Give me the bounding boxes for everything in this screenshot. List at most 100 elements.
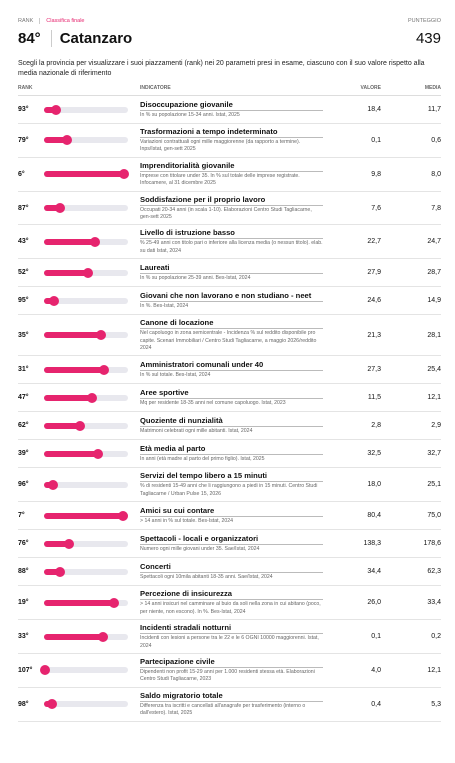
media: 62,3 <box>427 568 441 576</box>
rank-track <box>44 267 128 278</box>
indicator-note: Imprese con titolare under 35. In % sul … <box>140 172 300 187</box>
table-row: 35° Canone di locazione Nel capoluogo in z… <box>18 315 441 357</box>
value: 9,8 <box>371 170 381 178</box>
rank-dot <box>54 566 65 577</box>
col-header: VALORE <box>360 85 381 91</box>
indicator-note: % 25-49 anni con titolo pari o inferiore… <box>140 240 323 254</box>
rank-bar-cell <box>44 295 140 306</box>
rank-dot <box>61 135 72 146</box>
table-row: 95° Giovani che non lavorano e non studia… <box>18 287 441 316</box>
rank-dot <box>64 538 75 549</box>
rank-bar-cell <box>44 631 140 642</box>
rank-bar <box>44 238 96 245</box>
indicator: Concerti Spettacoli ogni 10mila abitanti … <box>140 562 333 581</box>
rank: 31° <box>18 366 29 374</box>
indicator-title: Spettacoli - locali e organizzatori <box>140 534 323 546</box>
rank-track <box>44 566 128 577</box>
rank: 19° <box>18 599 29 607</box>
rank-track <box>39 665 128 676</box>
media: 11,7 <box>427 106 441 113</box>
table-body: 93° Disoccupazione giovanile In % su popol… <box>18 96 441 722</box>
media: 5,3 <box>431 700 441 708</box>
media: 14,9 <box>427 297 441 305</box>
rank-bar-cell <box>44 566 140 577</box>
table-row: 43° Livello di istruzione basso% 25-49 an… <box>18 225 441 260</box>
indicator: Servizi del tempo libero a 15 minuti% di… <box>140 471 333 498</box>
indicator-note: Incidenti con lesioni a persone tra le 2… <box>140 635 319 649</box>
rank-track <box>44 448 128 459</box>
media: 12,1 <box>427 666 441 674</box>
rank-bar <box>44 106 56 113</box>
media: 28,1 <box>427 331 441 339</box>
indicator-note: Occupati 20-34 anni (in scala 1-10). Ela… <box>140 206 312 221</box>
indicator-title: Trasformazioni a tempo indeterminato <box>140 127 323 138</box>
value: 18,4 <box>367 106 381 113</box>
rank-track <box>44 203 128 214</box>
table-row: 93° Disoccupazione giovanile In % su popol… <box>18 96 441 124</box>
rank: 88° <box>18 568 29 576</box>
overall-rank: 84° <box>18 30 41 47</box>
indicator: Livello di istruzione basso% 25-49 anni … <box>140 228 333 255</box>
score: 439 <box>415 30 441 47</box>
rank-bar-cell <box>44 267 140 278</box>
media: 75,0 <box>427 512 441 520</box>
rank-bar-cell <box>44 420 140 431</box>
rank-track <box>44 538 128 549</box>
indicator: Disoccupazione giovanile In % su popolazi… <box>140 100 333 119</box>
rank-bar <box>44 332 102 339</box>
indicator-note: > 14 anni in % sul totale. Bes-Istat, 20… <box>140 518 234 525</box>
rank: 47° <box>18 394 29 402</box>
indicator-title: Disoccupazione giovanile <box>140 100 323 111</box>
table-row: 76° Spettacoli - locali e organizzatori Nu… <box>18 530 441 559</box>
rank-bar-cell <box>44 538 140 549</box>
table-row: 79° Trasformazioni a tempo indeterminato V… <box>18 124 441 158</box>
table-row: 88° Concerti Spettacoli ogni 10mila abitan… <box>18 558 441 587</box>
indicator-title: Quoziente di nunzialità <box>140 416 323 428</box>
rank-bar <box>44 599 114 606</box>
indicator-note: Mq per residente 18-35 anni nel comune c… <box>140 400 286 407</box>
rank: 96° <box>18 481 29 489</box>
rank-bar <box>44 269 88 276</box>
value: 80,4 <box>367 512 381 520</box>
rank-track <box>44 135 128 146</box>
rank-bar <box>44 297 55 304</box>
media: 178,6 <box>423 540 441 548</box>
rank-dot <box>48 479 59 490</box>
value: 32,5 <box>367 450 381 458</box>
rank-bar-cell <box>44 392 140 403</box>
rank: 33° <box>18 633 29 640</box>
rank-dot <box>55 203 66 214</box>
value: 138,3 <box>363 540 381 548</box>
rank-bar <box>44 171 125 178</box>
rank: 87° <box>18 204 29 212</box>
rank-track <box>44 392 128 403</box>
rank-track <box>44 631 128 642</box>
rank: 95° <box>18 297 29 305</box>
rank-dot <box>99 364 110 375</box>
rank-dot <box>86 392 97 403</box>
indicator-note: In % su popolazione 25-39 anni. Bes-Ista… <box>140 275 251 282</box>
rank-track <box>44 597 128 608</box>
rank-track <box>44 330 128 341</box>
value: 21,3 <box>367 331 381 339</box>
indicator: Saldo migratorio totale Differenza tra is… <box>140 691 333 718</box>
indicator-note: In % sul totale. Bes-Istat, 2024 <box>140 372 211 379</box>
rank-bar-cell <box>44 510 140 521</box>
media: 8,0 <box>431 170 441 178</box>
score-label: PUNTEGGIO <box>407 18 441 24</box>
table-row: 62° Quoziente di nunzialità Matrimoni cele… <box>18 412 441 441</box>
rank-dot <box>50 104 61 115</box>
indicator-note: Variazioni contrattuali ogni mille maggi… <box>140 139 301 153</box>
table-row: 33° Incidenti stradali notturni Incidenti … <box>18 620 441 654</box>
rank: 93° <box>18 106 29 113</box>
rank-bar-cell <box>44 104 140 115</box>
province[interactable]: Catanzaro <box>50 30 133 47</box>
rank-dot <box>96 330 107 341</box>
indicator: Spettacoli - locali e organizzatori Numer… <box>140 534 333 553</box>
table-row: 19° Percezione di insicurezza > 14 anni in… <box>18 586 441 621</box>
media: 25,4 <box>427 366 441 374</box>
indicator: Partecipazione civile Dipendenti non prof… <box>140 657 333 684</box>
rank-track <box>44 169 130 180</box>
indicator-title: Percezione di insicurezza <box>140 589 323 601</box>
value: 24,6 <box>367 297 381 305</box>
